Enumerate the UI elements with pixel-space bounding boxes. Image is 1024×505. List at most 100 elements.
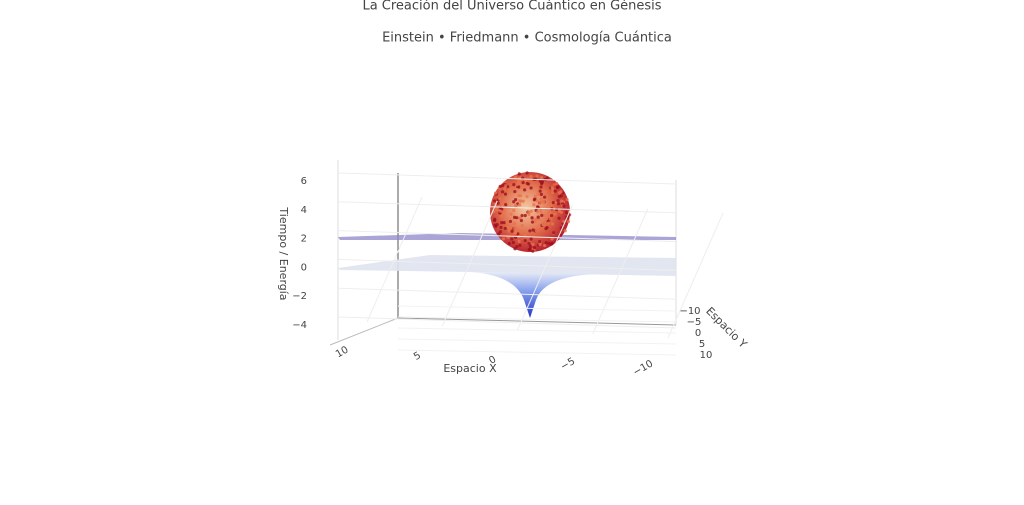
axes [329,160,677,346]
grid-line [592,208,649,335]
sphere-dot [540,213,544,217]
sphere-dot [525,181,529,186]
y-tick-label: 0 [695,328,701,339]
grid-line [397,338,677,345]
z-tick-label: 4 [301,205,307,216]
sphere-dot [504,203,508,207]
sphere-dot [517,172,521,176]
sphere-points [492,171,572,253]
sphere-dot [557,209,562,213]
sphere-dot [548,217,552,221]
sphere-dot [556,198,560,203]
sphere-dot [535,174,539,178]
sphere-dot [514,198,518,202]
sphere-dot [550,222,555,226]
z-tick-label: 0 [301,262,307,273]
grid-line [337,230,677,243]
x-tick-label: −10 [631,358,655,378]
sphere-dot [549,213,554,218]
sphere-dot [498,197,502,201]
sphere-dot [551,190,555,195]
sphere-dot [525,171,529,175]
sphere-dot [531,249,535,253]
sphere-dot [518,216,523,220]
grid-line [667,212,724,339]
sphere-dot [534,229,538,233]
sphere-dot [540,179,545,184]
sphere-dot [524,184,528,188]
sphere-dot [543,189,547,194]
sphere-dot [542,223,546,227]
sphere-dot [532,246,537,250]
sphere-dot [520,213,524,218]
sphere-dot [518,243,522,247]
grid-line [517,204,573,331]
grid-line [397,305,677,312]
sphere-dot [515,216,519,220]
sphere-dot [532,203,536,207]
sphere-dot [503,200,507,204]
sphere-dot [559,194,563,198]
x-tick-label: 5 [412,350,423,363]
sphere-dot [509,212,513,216]
sphere-dot [536,192,540,196]
sphere-dot [498,209,503,213]
sphere-dot [501,237,506,241]
sphere-dot [530,220,535,224]
grid-line [397,349,677,356]
lower-surface [338,255,676,276]
sphere-dot [502,208,506,213]
sphere-dot [517,181,521,185]
y-tick-label: −10 [679,306,700,317]
sphere-dot [550,237,554,241]
sphere-dot [532,198,536,202]
sphere-dot [536,210,540,214]
sphere-dot [501,183,505,188]
sphere-dot [521,181,525,185]
sphere-dot [495,222,499,227]
sphere-dot [555,185,560,190]
sphere-dot [498,230,502,234]
sphere-dot [515,245,519,249]
sphere-dot [527,210,531,214]
sphere-dot [517,239,521,244]
sphere-dot [533,194,537,198]
sphere-dot [523,188,527,192]
sphere-dot [529,209,533,213]
sphere-dot [549,203,553,207]
sphere-dot [533,218,537,222]
sphere-dot [510,237,514,241]
sphere-dot [566,219,571,224]
sphere-dot [545,176,549,180]
axis-line [397,317,677,326]
sphere-dot [527,247,531,252]
y-tick-label: 5 [699,339,705,350]
sphere-dot [539,197,543,201]
grid-line [441,200,498,327]
sphere-dot [519,230,523,234]
sphere-dot [497,232,501,236]
sphere-dot [513,247,517,251]
sphere-dot [495,208,499,212]
sphere-dot [506,225,510,230]
sphere-dot [523,238,527,243]
chart-subtitle: Einstein • Friedmann • Cosmología Cuánti… [382,31,672,46]
y-tick-label: 10 [700,350,713,361]
sphere-dot [492,218,497,223]
sphere-dot [516,232,520,236]
sphere-dot [550,185,554,190]
sphere-dot [514,175,518,179]
y-tick-label: −5 [687,317,702,328]
sphere-dot [535,199,539,203]
grid-line [366,196,423,323]
sphere-dot [510,229,514,233]
z-tick-label: 6 [301,176,307,187]
sphere-dot [507,229,511,233]
sphere-dot [536,215,540,219]
sphere-dot [493,191,498,195]
sphere-dot [508,219,513,224]
sphere-dot [499,225,503,229]
sphere-dot [546,221,550,225]
sphere-dot [503,226,507,231]
